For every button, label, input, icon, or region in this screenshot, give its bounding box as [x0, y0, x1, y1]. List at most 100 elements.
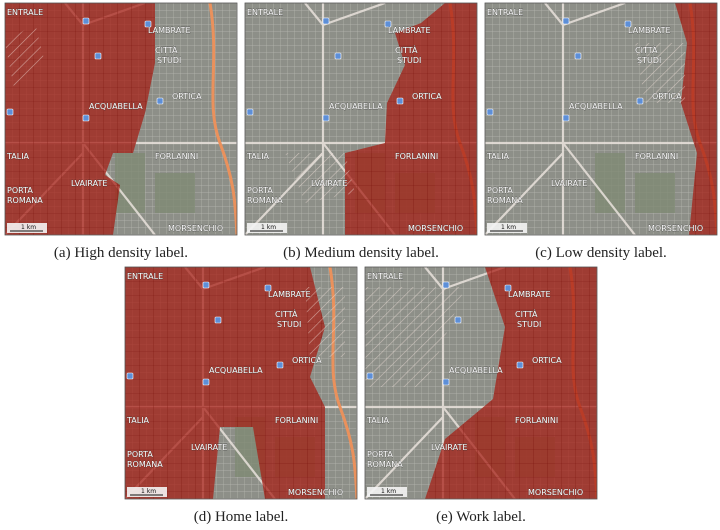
- railway: [208, 3, 237, 235]
- map-label: ACQUABELLA: [329, 102, 383, 111]
- map-label: LVAIRATE: [551, 179, 587, 188]
- scale-box: [487, 223, 527, 233]
- map-label: TALIA: [486, 152, 510, 161]
- metro-marker: [322, 114, 330, 122]
- metro-marker: [322, 17, 330, 25]
- map-label: ORTICA: [292, 356, 322, 365]
- metro-marker: [214, 316, 222, 324]
- map-label: STUDI: [637, 56, 661, 65]
- map-label: ENTRALE: [367, 272, 403, 281]
- metro-marker: [516, 361, 524, 369]
- map-label: FORLANINI: [635, 152, 678, 161]
- metro-marker: [82, 114, 90, 122]
- map-label: ROMANA: [367, 460, 403, 469]
- map-label: ROMANA: [7, 196, 43, 205]
- map-label: ROMANA: [247, 196, 283, 205]
- metro-marker: [562, 114, 570, 122]
- metro-marker: [264, 284, 272, 292]
- map-label: MORSENCHIO: [648, 224, 703, 233]
- metro-marker: [366, 372, 374, 380]
- metro-marker: [636, 97, 644, 105]
- park: [595, 153, 675, 213]
- map-label: FORLANINI: [155, 152, 198, 161]
- map-border: [4, 2, 238, 236]
- map-label: MORSENCHIO: [408, 224, 463, 233]
- map-label: ACQUABELLA: [89, 102, 143, 111]
- scale-label: 1 km: [141, 488, 156, 495]
- map-border: [244, 2, 478, 236]
- metro-marker: [94, 52, 102, 60]
- map-label: ACQUABELLA: [569, 102, 623, 111]
- scale-box: [7, 223, 47, 233]
- metro-marker: [442, 281, 450, 289]
- metro-marker: [442, 378, 450, 386]
- map-label: LAMBRATE: [628, 26, 671, 35]
- map-label: LVAIRATE: [311, 179, 347, 188]
- map-border: [364, 266, 598, 500]
- scale-label: 1 km: [381, 488, 396, 495]
- metro-marker: [144, 20, 152, 28]
- map-label: STUDI: [157, 56, 181, 65]
- hatch-zone: [305, 287, 345, 357]
- map-label: TALIA: [126, 416, 150, 425]
- map-label: ROMANA: [487, 196, 523, 205]
- map-label: FORLANINI: [275, 416, 318, 425]
- metro-marker: [384, 20, 392, 28]
- map-label: TALIA: [6, 152, 30, 161]
- metro-marker: [82, 17, 90, 25]
- map-label: STUDI: [397, 56, 421, 65]
- hatch-zone: [5, 23, 45, 93]
- density-region: [675, 3, 717, 235]
- map-label: LAMBRATE: [148, 26, 191, 35]
- map-label: CITTÀ: [275, 308, 298, 319]
- hatch-zone: [365, 287, 465, 387]
- metro-marker: [156, 97, 164, 105]
- metro-marker: [202, 281, 210, 289]
- map-label: CITTÀ: [515, 308, 538, 319]
- scale-label: 1 km: [261, 224, 276, 231]
- density-region: [345, 3, 477, 235]
- metro-marker: [504, 284, 512, 292]
- map-label: MORSENCHIO: [528, 488, 583, 497]
- map-label: CITTÀ: [155, 44, 178, 55]
- hatch-zone: [285, 153, 355, 203]
- caption: (b) Medium density label.: [283, 245, 439, 261]
- map-label: LAMBRATE: [268, 290, 311, 299]
- map-label: ORTICA: [652, 92, 682, 101]
- metro-marker: [396, 97, 404, 105]
- map-label: PORTA: [247, 186, 273, 195]
- metro-marker: [624, 20, 632, 28]
- scale-box: [367, 487, 407, 497]
- caption: (e) Work label.: [436, 509, 526, 525]
- map-label: LVAIRATE: [71, 179, 107, 188]
- map-label: ORTICA: [532, 356, 562, 365]
- metro-marker: [454, 316, 462, 324]
- caption: (a) High density label.: [54, 245, 188, 261]
- map-label: FORLANINI: [515, 416, 558, 425]
- map-label: ACQUABELLA: [209, 366, 263, 375]
- map-label: ACQUABELLA: [449, 366, 503, 375]
- map-label: ENTRALE: [127, 272, 163, 281]
- map-label: PORTA: [7, 186, 33, 195]
- scale-label: 1 km: [21, 224, 36, 231]
- map-label: PORTA: [487, 186, 513, 195]
- map-label: ENTRALE: [487, 8, 523, 17]
- map-label: ORTICA: [412, 92, 442, 101]
- map-label: TALIA: [366, 416, 390, 425]
- park: [115, 153, 195, 213]
- density-region: [425, 267, 597, 499]
- map-label: ENTRALE: [247, 8, 283, 17]
- map-label: ROMANA: [127, 460, 163, 469]
- map-label: MORSENCHIO: [168, 224, 223, 233]
- map-border: [124, 266, 358, 500]
- map-label: LVAIRATE: [431, 443, 467, 452]
